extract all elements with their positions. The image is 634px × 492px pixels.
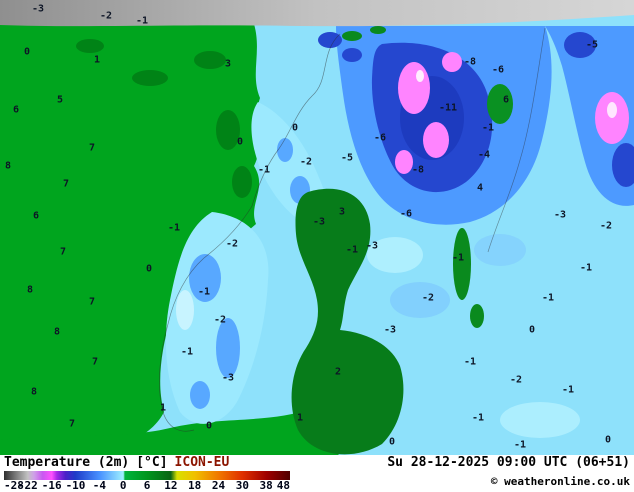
- unit-label: [°C]: [136, 455, 168, 470]
- scale-tick: 6: [143, 479, 151, 492]
- border-finland-russia: [487, 27, 546, 253]
- region-arctic-gray: [0, 0, 634, 27]
- region-green-pocket: [453, 228, 471, 300]
- scale-tick: 30: [235, 479, 249, 492]
- scale-tick: 48: [276, 479, 290, 492]
- region-fjord-blue: [342, 48, 362, 62]
- copyright: © weatheronline.co.uk: [490, 475, 630, 488]
- region-snorway-cold: [165, 212, 269, 424]
- region-dark-green-patch: [232, 166, 252, 198]
- region-pale-patch: [367, 237, 423, 273]
- scale-tick: -10: [65, 479, 86, 492]
- scale-tick: -22: [17, 479, 38, 492]
- region-white-spot: [416, 70, 424, 82]
- region-blue-patch: [189, 254, 221, 302]
- legend-bar: Temperature (2m) [°C] ICON-EU Su 28-12-2…: [0, 455, 634, 492]
- region-white-spot: [607, 102, 617, 118]
- region-dark-green-patch: [194, 51, 226, 69]
- region-blue-patch: [216, 318, 240, 378]
- scale-tick: -28: [4, 479, 24, 492]
- region-dark-green-patch: [132, 70, 168, 86]
- scale-wrap: -28 -22 -16 -10 -4 0 6 12 18 24 30 38 48: [4, 471, 290, 492]
- scale-tick: 24: [211, 479, 226, 492]
- region-magenta-patch: [398, 62, 430, 114]
- region-green-pocket: [487, 84, 513, 124]
- region-blue-wash: [390, 282, 450, 318]
- title-row: Temperature (2m) [°C] ICON-EU Su 28-12-2…: [4, 455, 630, 470]
- map-area: -3 -2 -1 0 1 3 5 6 7 8 7 6 7 8 7 8 7 8 7 0 -1 0 -2 -1 -2 0 -1 -2 -1-…: [0, 0, 634, 455]
- temperature-scale: [4, 471, 290, 480]
- scale-tick: 18: [188, 479, 202, 492]
- coastline-norway: [159, 33, 341, 432]
- region-pale-patch: [500, 402, 580, 438]
- map-image: [0, 0, 634, 455]
- region-navy-patch: [612, 143, 634, 187]
- region-baltic-dark-green: [291, 188, 404, 455]
- region-warm-green-west: [0, 24, 260, 455]
- scale-tick: 12: [164, 479, 178, 492]
- region-magenta-patch: [423, 122, 449, 158]
- region-kola-blue: [545, 26, 634, 206]
- region-blue-patch: [277, 138, 293, 162]
- scale-tick: -4: [92, 479, 106, 492]
- scale-tick: 38: [259, 479, 273, 492]
- region-dark-green-patch: [216, 110, 240, 150]
- scale-tick: -16: [41, 479, 62, 492]
- region-dark-green-patch: [76, 39, 104, 53]
- region-magenta-patch: [395, 150, 413, 174]
- scale-ticks: -28 -22 -16 -10 -4 0 6 12 18 24 30 38 48: [4, 479, 290, 492]
- region-coast-green-dot: [370, 26, 386, 34]
- region-fjord-blue: [318, 32, 342, 48]
- region-navy-patch: [564, 32, 596, 58]
- product-title: Temperature (2m): [4, 455, 130, 470]
- region-blue-wash: [474, 234, 526, 266]
- region-green-pocket: [470, 304, 484, 328]
- region-magenta-patch: [442, 52, 462, 72]
- region-blue-patch: [190, 381, 210, 409]
- region-coast-green-dot: [342, 31, 362, 41]
- scale-tick: 0: [119, 479, 127, 492]
- region-pale-patch: [176, 290, 194, 330]
- valid-time: Su 28-12-2025 09:00 UTC (06+51): [387, 455, 630, 470]
- model-name: ICON-EU: [174, 455, 230, 470]
